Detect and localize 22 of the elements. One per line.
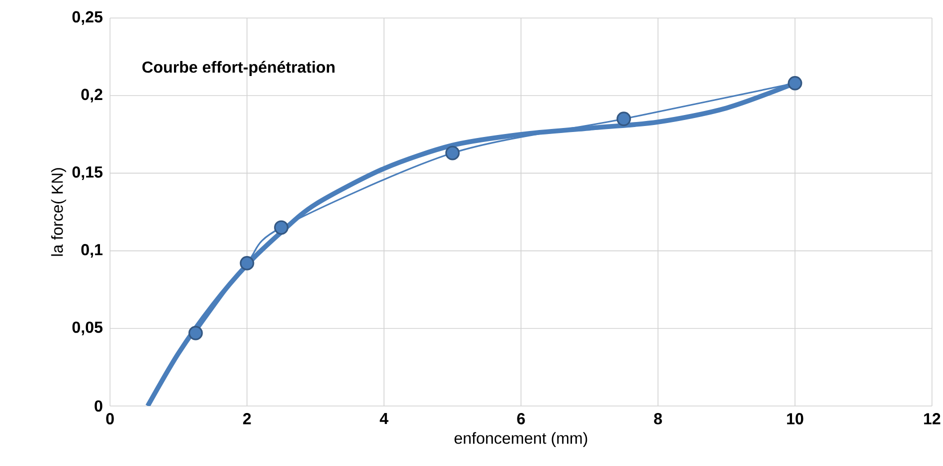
- y-tick-label: 0,25: [72, 11, 102, 25]
- point: [788, 76, 802, 90]
- y-axis-title: la force( KN): [51, 168, 66, 256]
- x-tick-label: 10: [787, 413, 804, 424]
- x-axis-title: enfoncement (mm): [454, 432, 588, 448]
- y-tick-label: 0,2: [81, 88, 102, 102]
- point: [240, 256, 254, 270]
- y-tick-label: 0,15: [72, 166, 102, 180]
- point: [274, 220, 288, 235]
- text: Courbe effort-pénétration: [142, 60, 334, 76]
- x-tick-label: 2: [243, 413, 251, 424]
- point: [188, 326, 203, 340]
- x-tick-label: 8: [654, 413, 662, 424]
- x-tick-label: 6: [517, 413, 525, 424]
- point: [616, 112, 631, 126]
- y-tick-label: 0: [94, 400, 102, 412]
- x-tick-label: 0: [106, 413, 114, 424]
- y-tick-label: 0,05: [72, 322, 102, 336]
- x-tick-label: 12: [924, 413, 940, 424]
- x-tick-label: 4: [380, 413, 388, 424]
- y-tick-label: 0,1: [81, 244, 102, 258]
- point: [445, 146, 460, 160]
